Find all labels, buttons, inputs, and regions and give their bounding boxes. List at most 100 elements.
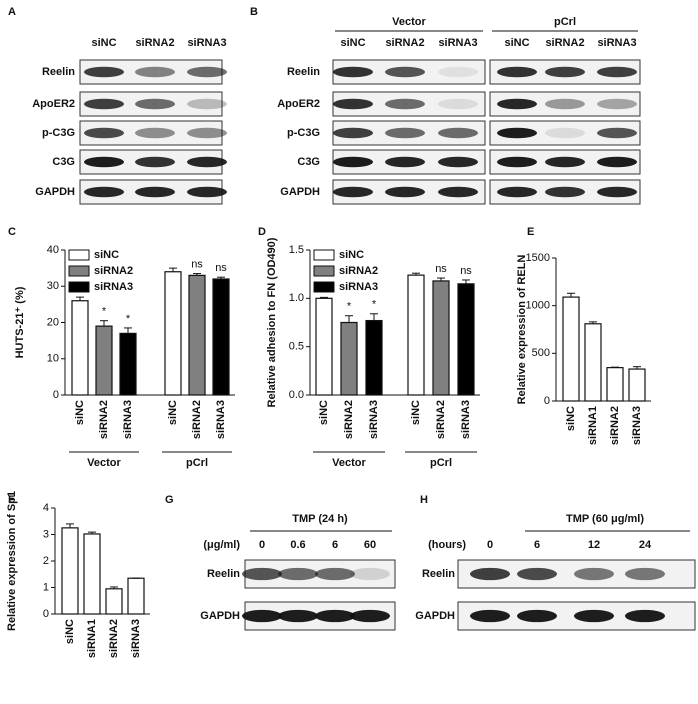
blot-title: TMP (60 μg/ml) [566,513,644,525]
column-label: siRNA2 [385,37,424,49]
y-tick-label: 4 [43,502,49,514]
band [135,98,175,110]
y-tick-label: 1.0 [289,292,304,304]
y-tick-label: 0 [53,389,59,401]
band [597,156,637,168]
group-title: Vector [392,16,426,28]
band [333,156,373,168]
bar [83,533,101,615]
band [545,156,585,168]
legend-swatch [313,249,335,261]
band [187,66,227,78]
group-label: pCrl [186,457,208,469]
row-label: ApoER2 [32,98,75,110]
y-tick-label: 2 [43,555,49,567]
x-tick-label: siRNA2 [343,400,355,439]
band [84,156,124,168]
panel-label: E [527,226,534,238]
y-axis-label: Relative adhesion to FN (OD490) [266,237,278,407]
band [438,98,478,110]
bar [71,300,89,396]
band [84,98,124,110]
band [84,127,124,139]
band [438,66,478,78]
legend-label: siNC [339,249,364,261]
y-tick-label: 40 [47,244,59,256]
x-tick-label: siRNA2 [98,400,110,439]
y-axis-label: HUTS-21⁺ (%) [14,286,26,358]
y-tick-label: 500 [532,347,550,359]
x-tick-label: siRNA2 [108,619,120,658]
x-tick-label: siNC [318,400,330,425]
band [597,98,637,110]
band [333,66,373,78]
band [187,127,227,139]
column-label: siRNA3 [597,37,636,49]
significance: ns [435,263,447,275]
y-axis-label: Relative expression of Sp1 [6,491,18,631]
significance: ns [215,262,227,274]
row-label: ApoER2 [277,98,320,110]
y-tick-label: 0 [43,608,49,620]
legend-label: siRNA2 [94,265,133,277]
band [242,609,282,623]
y-tick-label: 1500 [526,252,550,264]
row-label: p-C3G [287,127,320,139]
band [315,567,355,581]
panel-label: H [420,494,428,506]
band [545,98,585,110]
y-tick-label: 1000 [526,300,550,312]
unit-label: (hours) [428,539,466,551]
band [438,156,478,168]
legend-label: siRNA3 [339,281,378,293]
bar [95,325,113,396]
band [187,186,227,198]
panel-label: B [250,6,258,18]
panel-label: G [165,494,174,506]
y-tick-label: 1.5 [289,244,304,256]
band [438,186,478,198]
x-tick-label: siRNA1 [86,619,98,658]
legend-swatch [68,281,90,293]
column-label: siRNA3 [187,37,226,49]
significance: ns [191,258,203,270]
y-tick-label: 1 [43,581,49,593]
group-label: Vector [87,457,121,469]
group-label: pCrl [430,457,452,469]
band [135,156,175,168]
bar [188,274,206,396]
y-tick-label: 30 [47,280,59,292]
y-tick-label: 0 [544,395,550,407]
band [350,567,390,581]
band [333,98,373,110]
legend-swatch [68,249,90,261]
row-label: GAPDH [35,186,75,198]
band [470,567,510,581]
bar [628,368,646,402]
band [545,127,585,139]
x-tick-label: siRNA3 [130,619,142,658]
row-label: C3G [297,156,320,168]
band [497,98,537,110]
band [497,127,537,139]
band [497,156,537,168]
row-label: C3G [52,156,75,168]
column-label: 0.6 [290,539,305,551]
x-tick-label: siNC [64,619,76,644]
significance: * [102,306,107,318]
band [385,66,425,78]
x-tick-label: siRNA3 [460,400,472,439]
band [385,127,425,139]
bar [212,278,230,396]
x-tick-label: siRNA3 [122,400,134,439]
bar [315,297,333,396]
y-tick-label: 0.0 [289,389,304,401]
band [574,567,614,581]
bar [606,367,624,402]
band [135,66,175,78]
significance: * [347,301,352,313]
band [497,66,537,78]
legend-swatch [313,281,335,293]
band [574,609,614,623]
column-label: 0 [259,539,265,551]
